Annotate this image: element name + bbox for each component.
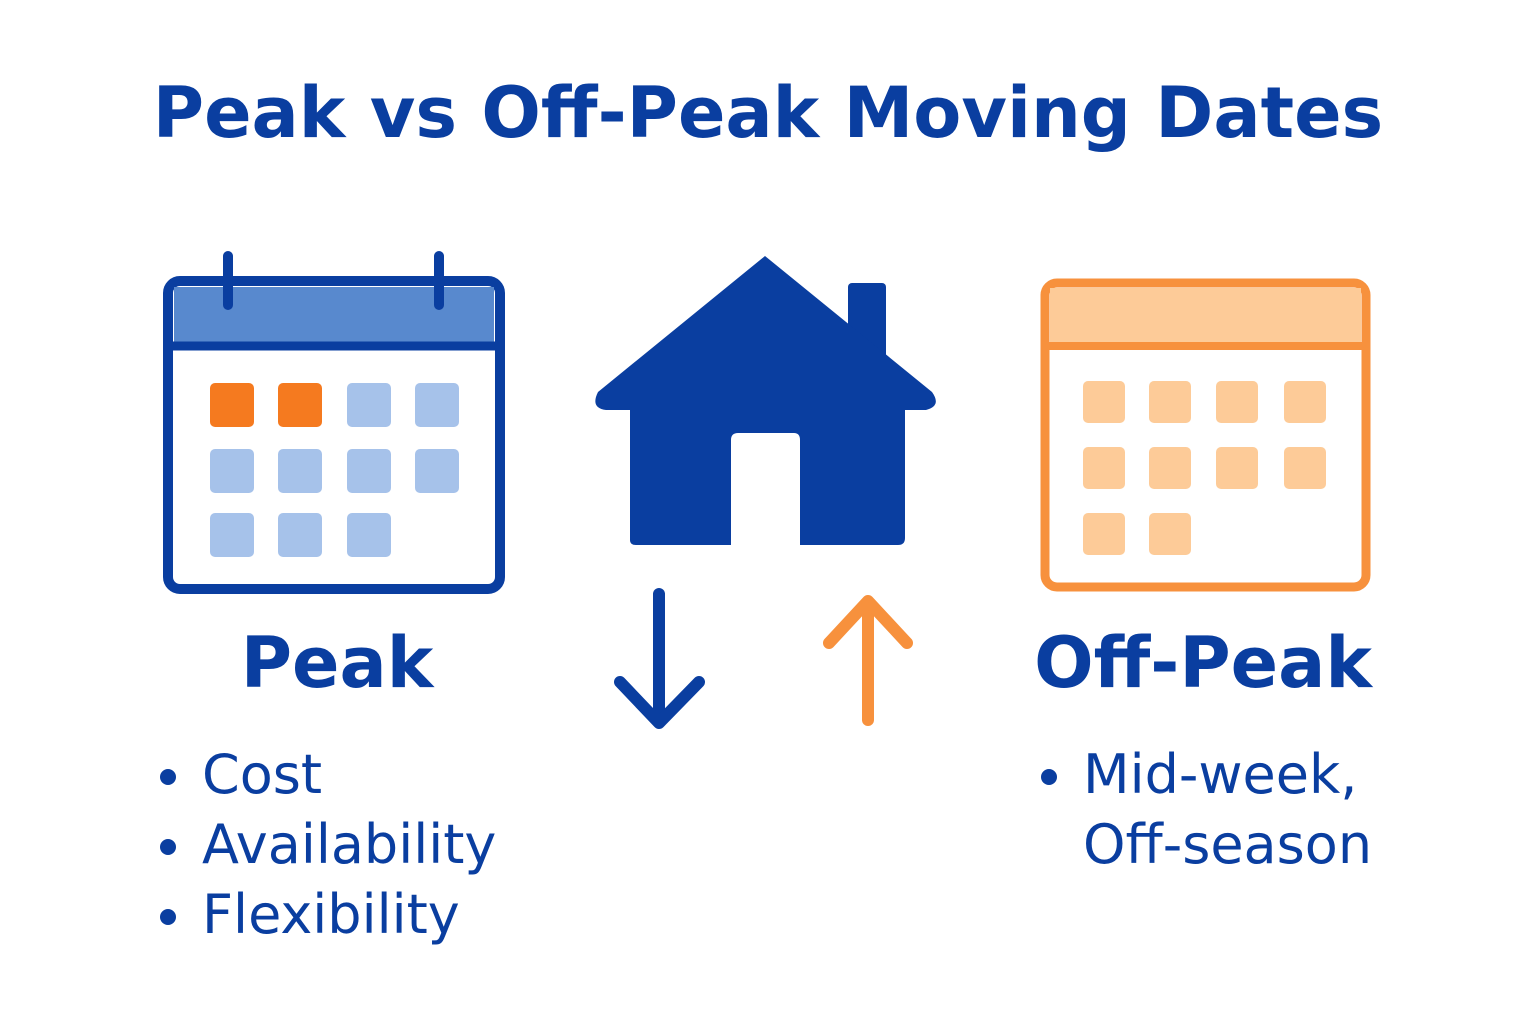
list-item: Mid-week, (1041, 740, 1372, 810)
list-item: Flexibility (160, 880, 496, 950)
day-cell (278, 513, 322, 557)
highlighted-day-cell (210, 383, 254, 427)
arrow-up-icon (823, 595, 913, 726)
day-cell (347, 449, 391, 493)
peak-calendar-icon (163, 251, 505, 594)
house-icon (595, 256, 936, 545)
day-cell (210, 513, 254, 557)
highlighted-day-cell (278, 383, 322, 427)
list-item: Cost (160, 740, 496, 810)
list-item: Availability (160, 810, 496, 880)
peak-bullet-list: Cost Availability Flexibility (160, 740, 496, 950)
day-cell (1284, 447, 1326, 489)
day-cell (1149, 447, 1191, 489)
day-cell (1083, 447, 1125, 489)
day-cell (210, 449, 254, 493)
day-cell (278, 449, 322, 493)
day-cell (1083, 381, 1125, 423)
offpeak-bullet-list: Mid-week, Off-season (1041, 740, 1372, 880)
day-cell (1149, 513, 1191, 555)
list-item-continuation: Off-season (1083, 813, 1373, 876)
day-cell (1149, 381, 1191, 423)
day-cell (1083, 513, 1125, 555)
peak-label: Peak (240, 622, 434, 704)
offpeak-calendar-icon (1040, 278, 1371, 592)
arrow-down-icon (614, 588, 705, 729)
day-cell (1216, 447, 1258, 489)
day-cell (347, 383, 391, 427)
day-cell (347, 513, 391, 557)
offpeak-label: Off-Peak (1034, 622, 1372, 704)
day-cell (1216, 381, 1258, 423)
day-cell (415, 383, 459, 427)
day-cell (1284, 381, 1326, 423)
page-title: Peak vs Off-Peak Moving Dates (152, 72, 1384, 154)
day-cell (415, 449, 459, 493)
